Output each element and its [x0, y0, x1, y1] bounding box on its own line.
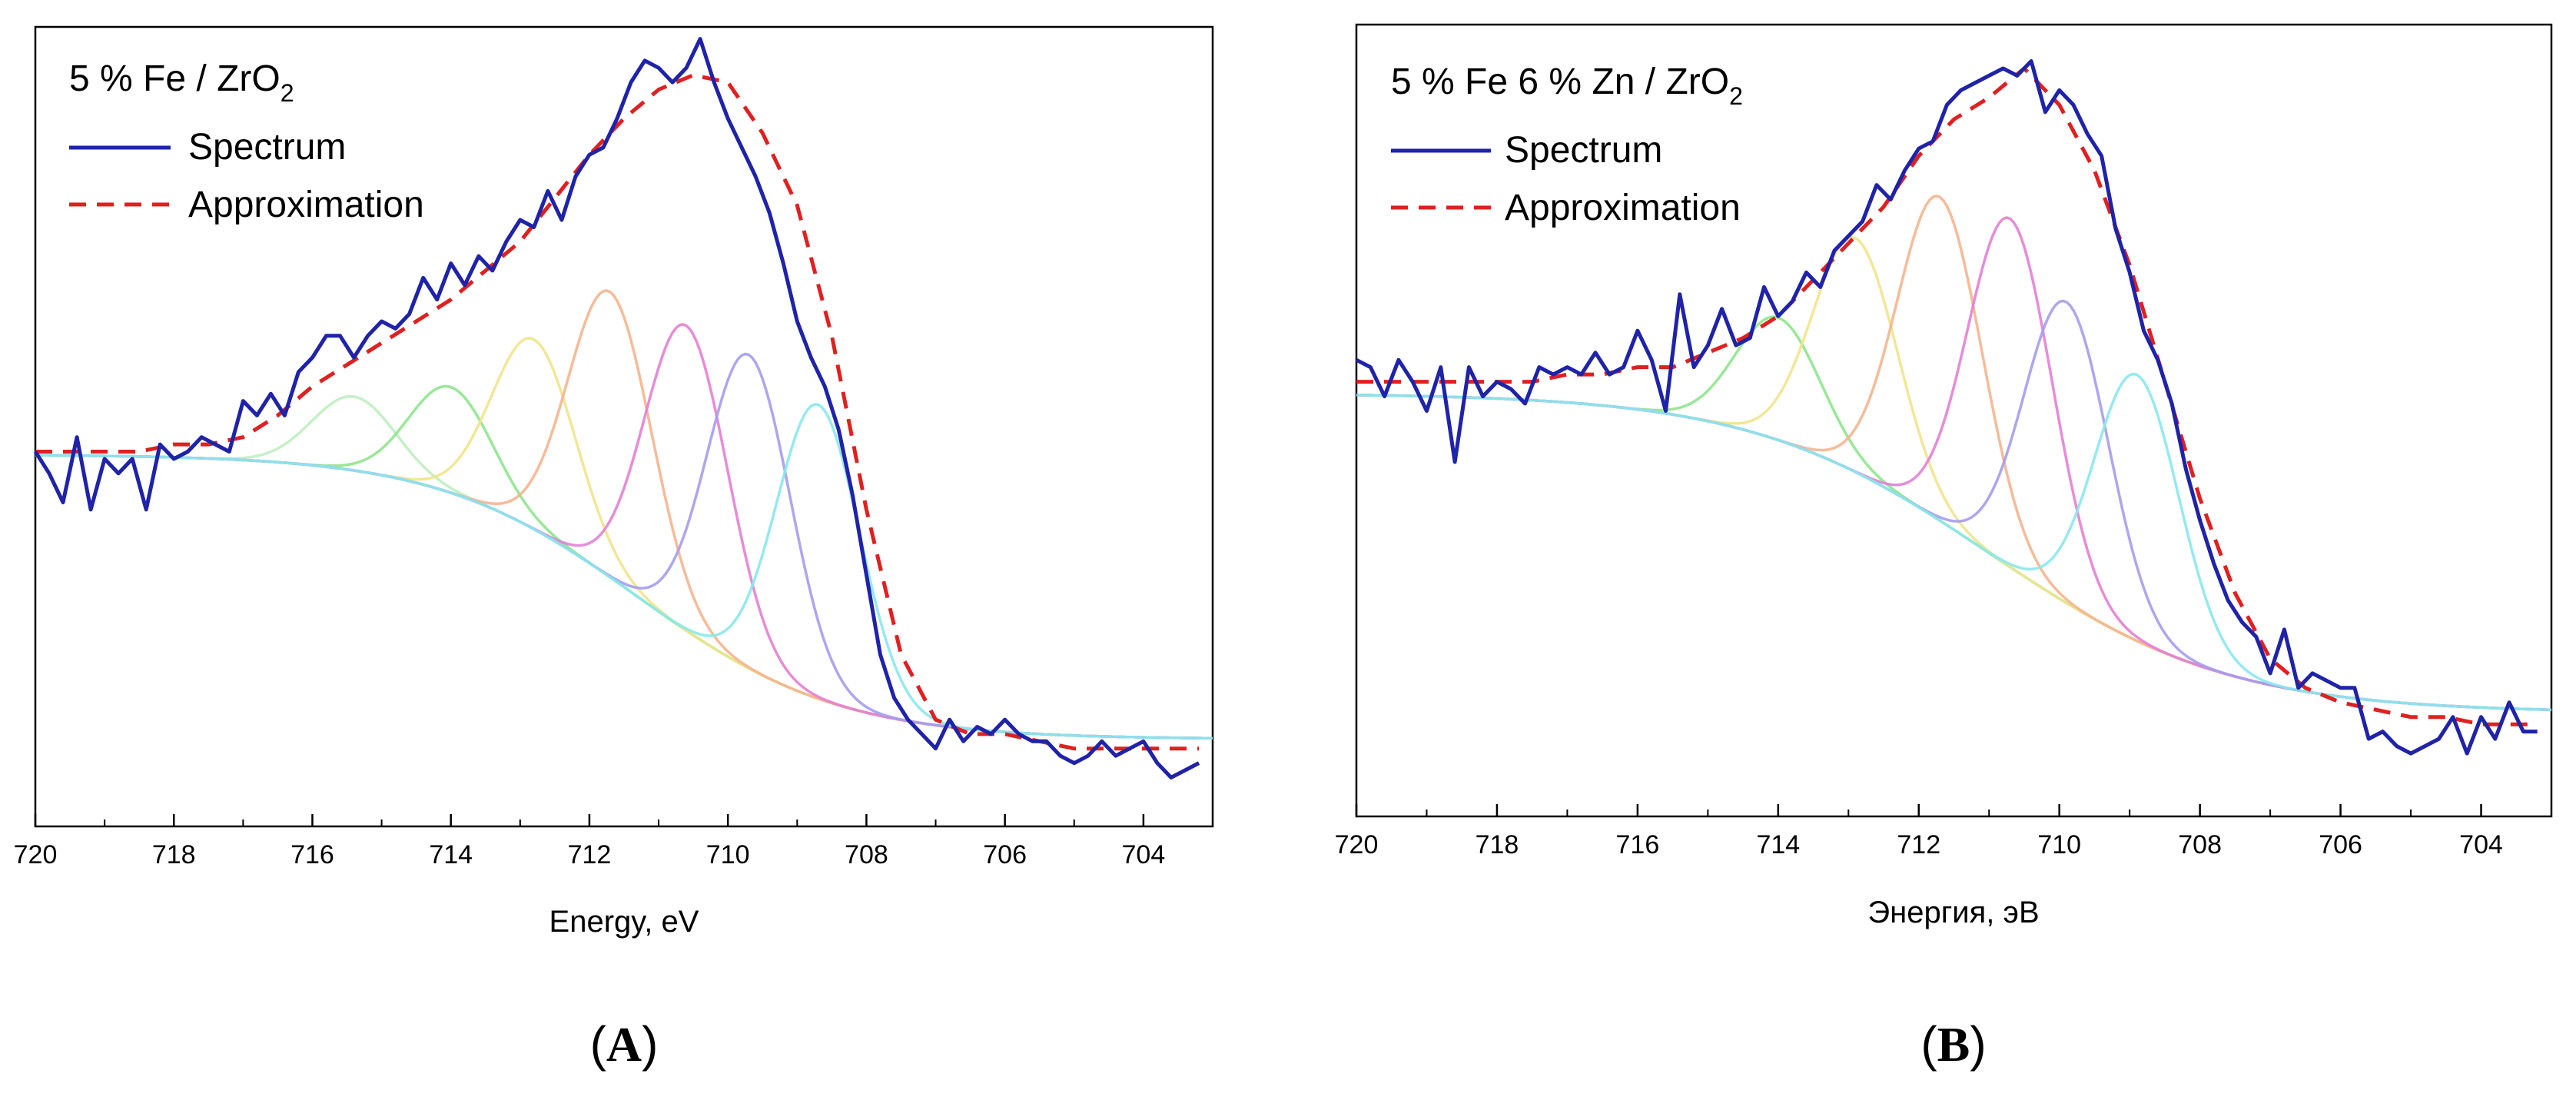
panel-letter-b: (B) [1920, 1016, 1986, 1072]
x-tick-label-b: 720 [1335, 830, 1379, 859]
chart-title-b: 5 % Fe 6 % Zn / ZrO2 [1391, 62, 1743, 110]
x-tick-label-a: 718 [152, 840, 196, 869]
x-tick-label-b: 716 [1616, 830, 1660, 859]
x-tick-label-a: 716 [290, 840, 334, 869]
approximation-layer-b [1356, 65, 2538, 726]
component-curves-b [1356, 194, 2552, 712]
x-tick-label-a: 714 [429, 840, 473, 869]
legend-label-approximation-a: Approximation [188, 184, 424, 225]
chart-title-a: 5 % Fe / ZrO2 [69, 58, 294, 107]
x-tick-label-a: 708 [845, 840, 888, 869]
x-tick-label-a: 712 [568, 840, 612, 869]
x-axis-ticks-a: 720 718 716 714 712 710 708 706 704 [14, 814, 1213, 869]
x-axis-label-b: Энергия, эВ [1867, 896, 2039, 929]
plot-frame-a [34, 25, 1214, 828]
spectrum-layer-a [33, 37, 1200, 780]
x-tick-label-b: 708 [2178, 830, 2222, 859]
x-tick-label-b: 712 [1897, 830, 1940, 859]
spectrum-layer-b [1355, 59, 2538, 756]
panel-b: 720 718 716 714 712 710 708 706 704 5 % Fe 6 % Z… [1335, 23, 2553, 1072]
x-tick-label-b: 710 [2037, 830, 2081, 859]
legend-label-approximation-b: Approximation [1505, 188, 1741, 228]
spectrum-series-b [1355, 59, 2538, 756]
legend-label-spectrum-a: Spectrum [188, 127, 346, 168]
panel-letter-a: (A) [590, 1016, 659, 1072]
x-tick-label-a: 720 [14, 840, 58, 869]
legend-label-spectrum-b: Spectrum [1505, 130, 1662, 171]
spectrum-series-a [33, 37, 1200, 780]
x-tick-label-b: 718 [1476, 830, 1519, 859]
x-tick-label-b: 714 [1756, 830, 1800, 859]
x-axis-ticks-b: 720 718 716 714 712 710 708 706 704 [1335, 804, 2552, 859]
x-tick-label-a: 706 [983, 840, 1027, 869]
component-curve-b-6 [1356, 372, 2552, 712]
plot-frame-b [1355, 23, 2553, 818]
x-tick-label-a: 704 [1122, 840, 1166, 869]
approximation-series-b [1356, 65, 2538, 726]
panel-a: 720 718 716 714 712 710 708 706 704 5 % Fe / ZrO… [14, 25, 1214, 1072]
x-tick-label-a: 710 [706, 840, 750, 869]
x-tick-label-b: 706 [2319, 830, 2362, 859]
x-axis-label-a: Energy, eV [549, 905, 699, 939]
x-tick-label-b: 704 [2459, 830, 2503, 859]
